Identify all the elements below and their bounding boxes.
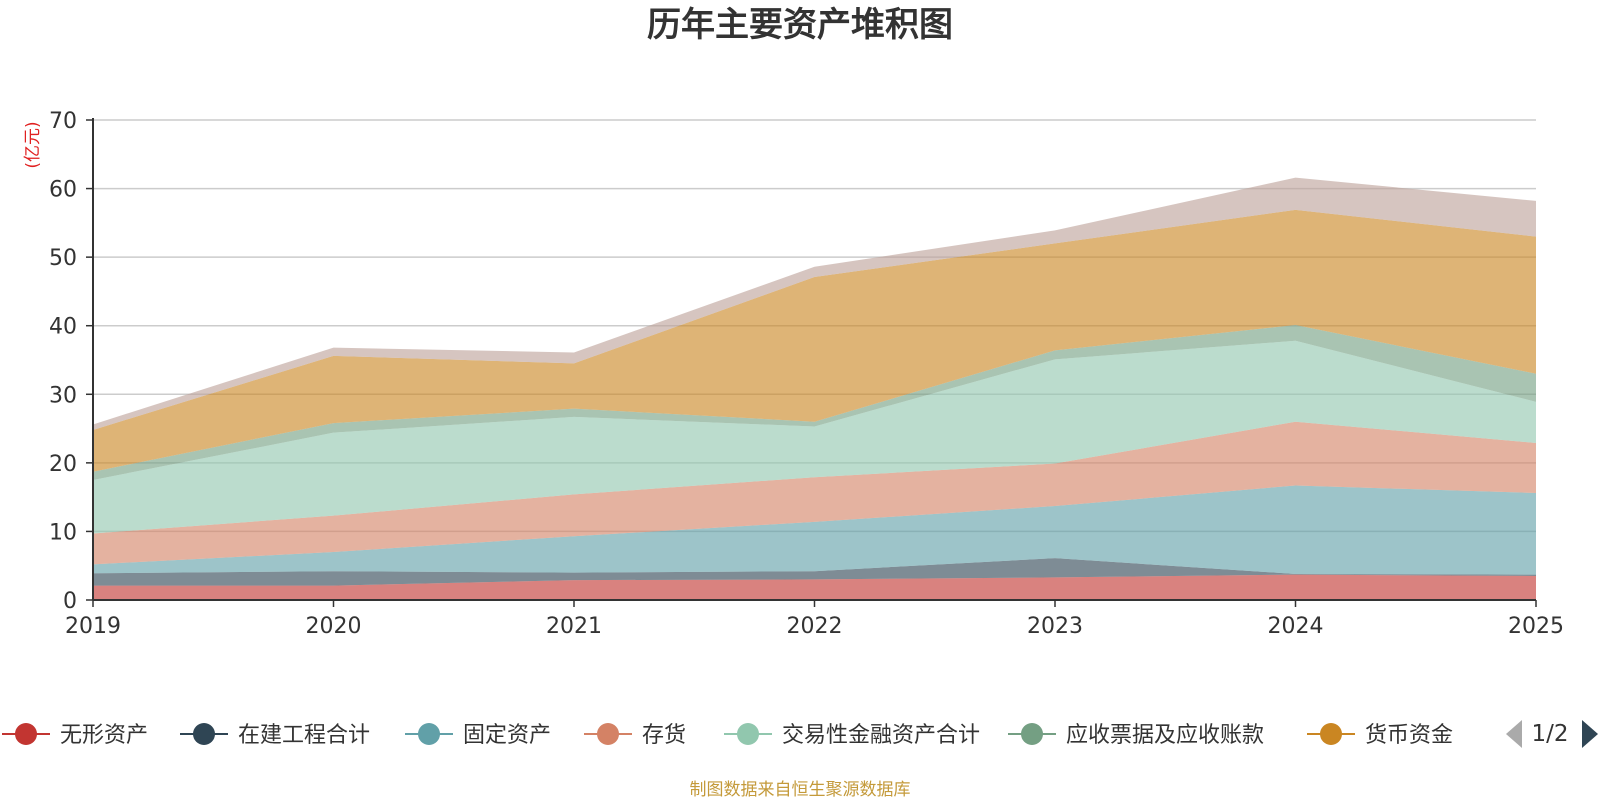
legend-marker-icon [15, 723, 37, 745]
y-axis-unit-label: (亿元) [23, 121, 43, 168]
legend-label: 交易性金融资产合计 [782, 723, 980, 748]
legend-label: 无形资产 [60, 723, 148, 748]
legend-label: 货币资金 [1365, 723, 1453, 748]
y-tick-label: 10 [49, 520, 77, 545]
y-tick-label: 20 [49, 452, 77, 477]
x-tick-label: 2023 [1027, 614, 1083, 639]
legend-marker-icon [193, 723, 215, 745]
legend-marker-icon [597, 723, 619, 745]
area-series [93, 178, 1536, 600]
legend-label: 在建工程合计 [238, 723, 370, 748]
legend-page-indicator: 1/2 [1531, 721, 1568, 747]
legend-item-3[interactable]: 固定资产 [405, 723, 551, 748]
legend-marker-icon [418, 723, 440, 745]
x-tick-label: 2024 [1268, 614, 1324, 639]
legend-label: 应收票据及应收账款 [1066, 723, 1264, 748]
legend-marker-icon [1320, 723, 1342, 745]
legend-marker-icon [1021, 723, 1043, 745]
legend-item-6[interactable]: 应收票据及应收账款 [1008, 723, 1264, 748]
legend: 无形资产 在建工程合计 固定资产 存货 交易性金融资产合计 应收票据及应收账款 货币资金 [2, 723, 1453, 748]
source-note: 制图数据来自恒生聚源数据库 [690, 780, 911, 800]
legend-item-2[interactable]: 在建工程合计 [180, 723, 370, 748]
y-tick-label: 60 [49, 178, 77, 203]
x-axis-ticks: 2019 2020 2021 2022 2023 2024 2025 [65, 600, 1564, 639]
x-tick-label: 2025 [1508, 614, 1564, 639]
legend-prev-arrow-icon[interactable] [1506, 720, 1522, 748]
legend-label: 存货 [642, 723, 686, 748]
legend-item-1[interactable]: 无形资产 [2, 723, 148, 748]
x-tick-label: 2021 [546, 614, 602, 639]
y-tick-label: 70 [49, 109, 77, 134]
legend-item-7[interactable]: 货币资金 [1307, 723, 1453, 748]
x-tick-label: 2022 [787, 614, 843, 639]
y-tick-label: 40 [49, 315, 77, 340]
legend-next-arrow-icon[interactable] [1582, 720, 1598, 748]
x-tick-label: 2019 [65, 614, 121, 639]
y-tick-label: 0 [63, 589, 77, 614]
legend-marker-icon [737, 723, 759, 745]
y-tick-label: 30 [49, 383, 77, 408]
y-axis-ticks: 0 10 20 30 40 50 60 70 [49, 109, 93, 614]
x-tick-label: 2020 [306, 614, 362, 639]
chart-title: 历年主要资产堆积图 [647, 5, 953, 45]
legend-pager: 1/2 [1506, 720, 1598, 748]
legend-item-5[interactable]: 交易性金融资产合计 [724, 723, 980, 748]
legend-item-4[interactable]: 存货 [584, 723, 686, 748]
legend-label: 固定资产 [463, 723, 551, 748]
stacked-area-chart: 历年主要资产堆积图 (亿元) 010203040506070 2019 2020 2… [0, 0, 1600, 800]
y-tick-label: 50 [49, 246, 77, 271]
